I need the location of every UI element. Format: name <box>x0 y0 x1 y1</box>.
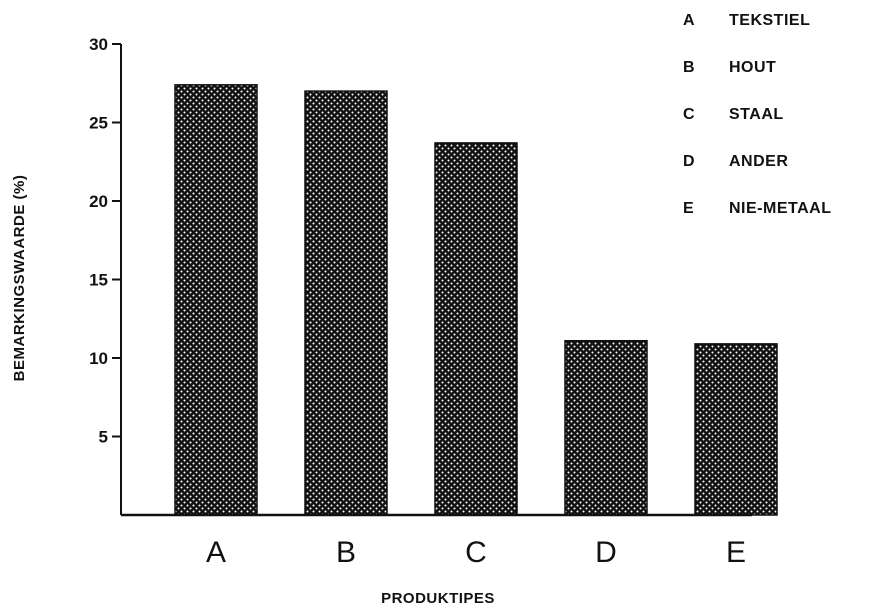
x-axis-category-labels: A B C D E <box>206 536 746 569</box>
legend-label-c: STAAL <box>729 106 784 123</box>
x-tick-label-d: D <box>595 536 617 569</box>
y-tick-label-10: 10 <box>89 349 108 368</box>
legend-key-d: D <box>683 153 695 170</box>
y-tick-label-25: 25 <box>89 114 108 133</box>
legend-label-b: HOUT <box>729 59 776 76</box>
y-tick-label-15: 15 <box>89 271 108 290</box>
bar-b <box>304 90 388 516</box>
bar-e <box>694 343 778 516</box>
legend-key-c: C <box>683 106 695 123</box>
legend-key-e: E <box>683 200 694 217</box>
legend-label-e: NIE-METAAL <box>729 200 831 217</box>
x-tick-label-b: B <box>336 536 356 569</box>
legend: A TEKSTIEL B HOUT C STAAL D ANDER E NIE-METAAL <box>683 12 831 217</box>
legend-label-d: ANDER <box>729 153 788 170</box>
y-axis-ticks: 5 10 15 20 25 30 <box>89 35 121 447</box>
bar-a <box>174 84 258 516</box>
bars <box>174 84 778 516</box>
x-axis-title: PRODUKTIPES <box>381 590 495 607</box>
y-tick-label-30: 30 <box>89 35 108 54</box>
y-axis-title: BEMARKINGSWAARDE (%) <box>11 175 28 382</box>
legend-key-b: B <box>683 59 695 76</box>
legend-label-a: TEKSTIEL <box>729 12 810 29</box>
bar-c <box>434 142 518 516</box>
legend-key-a: A <box>683 12 695 29</box>
bar-d <box>564 339 648 516</box>
y-tick-label-20: 20 <box>89 192 108 211</box>
x-tick-label-a: A <box>206 536 226 569</box>
x-tick-label-e: E <box>726 536 746 569</box>
x-tick-label-c: C <box>465 536 487 569</box>
y-tick-label-5: 5 <box>99 428 108 447</box>
